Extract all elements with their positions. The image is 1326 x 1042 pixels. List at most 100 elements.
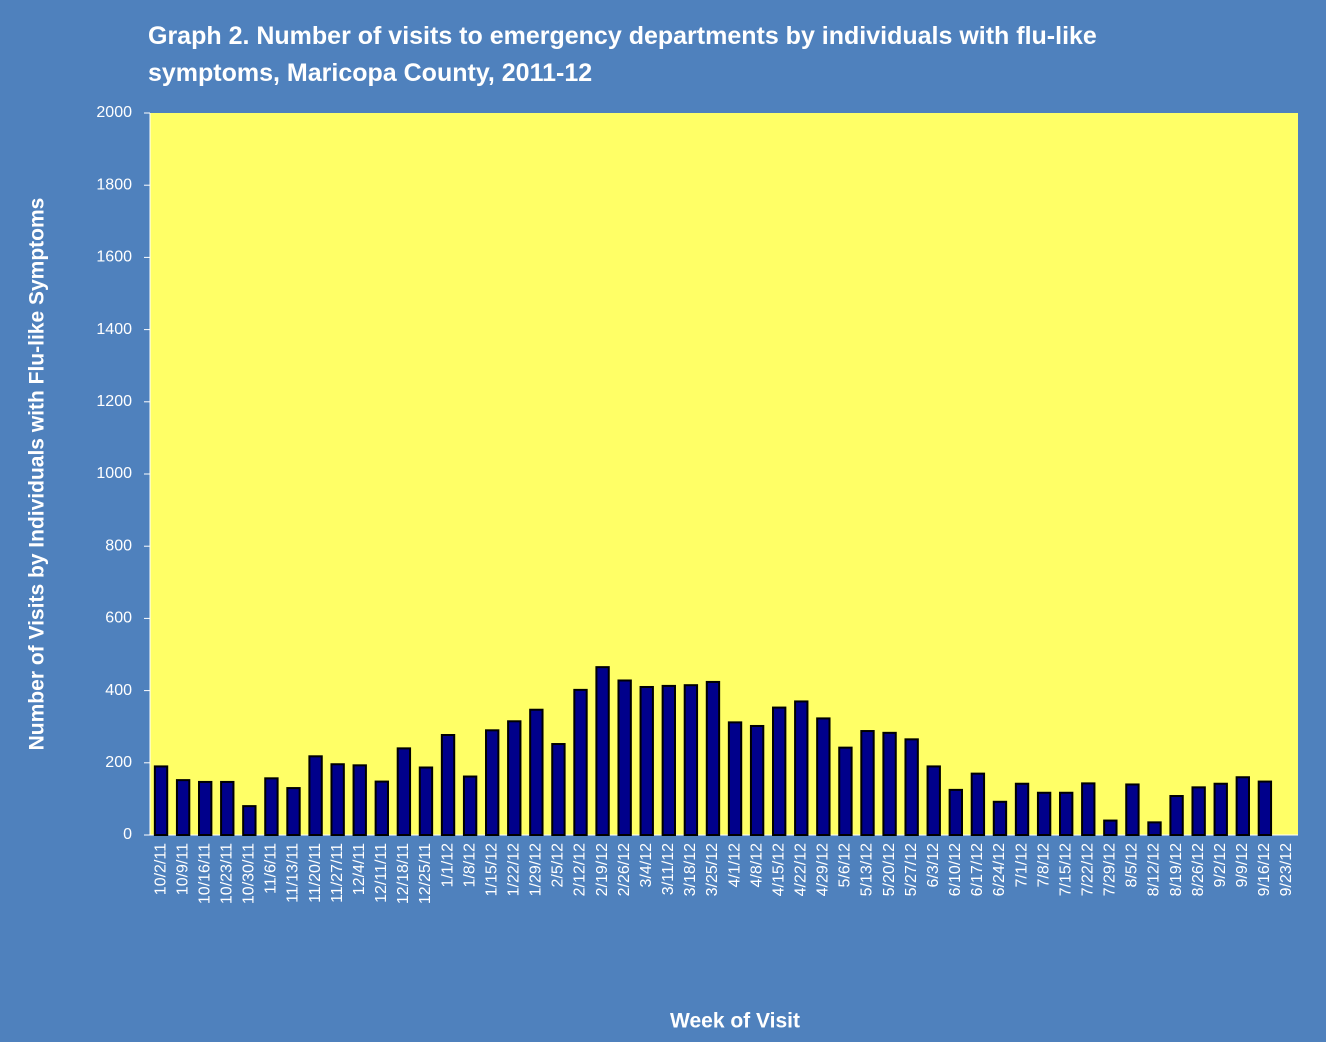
x-tick-label: 2/12/12	[572, 843, 589, 896]
x-tick-label: 3/18/12	[682, 843, 699, 896]
bar	[264, 777, 279, 836]
x-tick-label: 7/22/12	[1079, 843, 1096, 896]
x-tick-label: 7/1/12	[1013, 843, 1030, 888]
bar	[440, 734, 456, 836]
y-tick-label: 2000	[96, 104, 132, 121]
x-tick-label: 11/20/11	[307, 843, 324, 903]
bar	[175, 779, 191, 836]
bar	[220, 780, 235, 836]
y-tick-label: 0	[123, 826, 132, 843]
bar	[330, 763, 345, 837]
bar	[374, 780, 389, 837]
bar	[860, 730, 875, 836]
x-tick-label: 2/5/12	[550, 843, 567, 888]
chart-title: Graph 2. Number of visits to emergency d…	[148, 22, 1097, 87]
bar	[1235, 776, 1250, 836]
bar	[1081, 782, 1096, 837]
x-tick-label: 4/15/12	[770, 843, 787, 896]
x-tick-label: 7/29/12	[1102, 843, 1119, 896]
bar	[1125, 783, 1140, 837]
x-tick-label: 8/19/12	[1168, 843, 1185, 896]
bar	[573, 688, 588, 836]
bar	[1059, 791, 1074, 836]
bar	[551, 743, 566, 837]
x-tick-label: 2/19/12	[594, 843, 611, 896]
bar	[727, 721, 743, 836]
y-tick-label: 1400	[96, 321, 132, 338]
x-tick-label: 1/8/12	[461, 843, 478, 888]
x-tick-label: 3/4/12	[638, 843, 655, 888]
bar	[661, 684, 676, 836]
x-tick-label: 12/4/11	[351, 843, 368, 895]
bar	[617, 679, 632, 836]
x-tick-label: 10/2/11	[152, 843, 169, 895]
y-tick-label: 400	[105, 682, 132, 699]
bar	[352, 764, 367, 837]
x-tick-label: 10/23/11	[218, 843, 235, 904]
x-tick-label: 8/5/12	[1124, 843, 1141, 888]
bar	[286, 787, 301, 837]
x-tick-label: 7/8/12	[1035, 843, 1052, 888]
y-tick-label: 1600	[96, 249, 132, 266]
x-tick-label: 4/8/12	[748, 843, 765, 888]
x-tick-label: 1/29/12	[528, 843, 545, 896]
bar	[816, 717, 831, 836]
bar	[396, 747, 412, 836]
x-tick-label: 11/6/11	[263, 843, 280, 894]
x-tick-label: 10/9/11	[174, 843, 191, 895]
bar	[683, 684, 699, 836]
bar	[198, 780, 213, 836]
x-tick-label: 9/16/12	[1256, 843, 1273, 896]
x-tick-label: 4/29/12	[815, 843, 832, 896]
bar	[1014, 782, 1030, 836]
x-tick-label: 4/1/12	[726, 843, 743, 888]
bar	[153, 765, 169, 836]
bar	[1257, 780, 1273, 837]
bar	[1036, 791, 1052, 836]
y-axis-label: Number of Visits by Individuals with Flu…	[26, 198, 49, 751]
x-tick-label: 8/26/12	[1190, 843, 1207, 896]
bar	[1213, 782, 1228, 836]
x-tick-label: 5/27/12	[903, 843, 920, 896]
x-tick-label: 5/6/12	[837, 843, 854, 888]
x-tick-label: 5/20/12	[881, 843, 898, 896]
bar	[749, 724, 765, 837]
x-tick-label: 6/10/12	[947, 843, 964, 896]
bar	[507, 720, 522, 836]
x-tick-label: 10/16/11	[196, 843, 213, 904]
bar	[308, 755, 323, 836]
x-tick-label: 12/25/11	[417, 843, 434, 904]
y-tick-label: 1000	[96, 465, 132, 482]
bar	[992, 800, 1008, 837]
x-tick-label: 2/26/12	[616, 843, 633, 896]
bar	[1191, 786, 1206, 837]
x-tick-label: 3/11/12	[660, 843, 677, 895]
y-tick-label: 1200	[96, 393, 132, 410]
bar	[970, 772, 986, 837]
bar	[418, 766, 434, 836]
bar	[794, 700, 809, 836]
x-tick-label: 8/12/12	[1146, 843, 1163, 896]
x-tick-label: 4/22/12	[792, 843, 809, 896]
y-tick-label: 600	[105, 610, 132, 627]
bar	[705, 680, 721, 836]
x-tick-label: 1/15/12	[483, 843, 500, 896]
x-axis-label: Week of Visit	[670, 1010, 800, 1033]
x-tick-label: 12/18/11	[395, 843, 412, 904]
x-tick-label: 1/22/12	[505, 843, 522, 896]
x-tick-label: 9/2/12	[1212, 843, 1229, 888]
bar	[242, 805, 257, 836]
x-tick-label: 11/13/11	[285, 843, 302, 903]
bar	[772, 706, 787, 837]
bar	[639, 685, 654, 836]
x-tick-label: 6/3/12	[925, 843, 942, 888]
bar	[1147, 821, 1162, 836]
x-tick-label: 12/11/11	[373, 843, 390, 903]
x-tick-label: 5/13/12	[859, 843, 876, 896]
bar	[1169, 795, 1184, 837]
x-tick-label: 9/23/12	[1278, 843, 1295, 896]
x-tick-label: 10/30/11	[241, 843, 258, 904]
bar	[838, 746, 853, 836]
bar	[926, 765, 941, 836]
